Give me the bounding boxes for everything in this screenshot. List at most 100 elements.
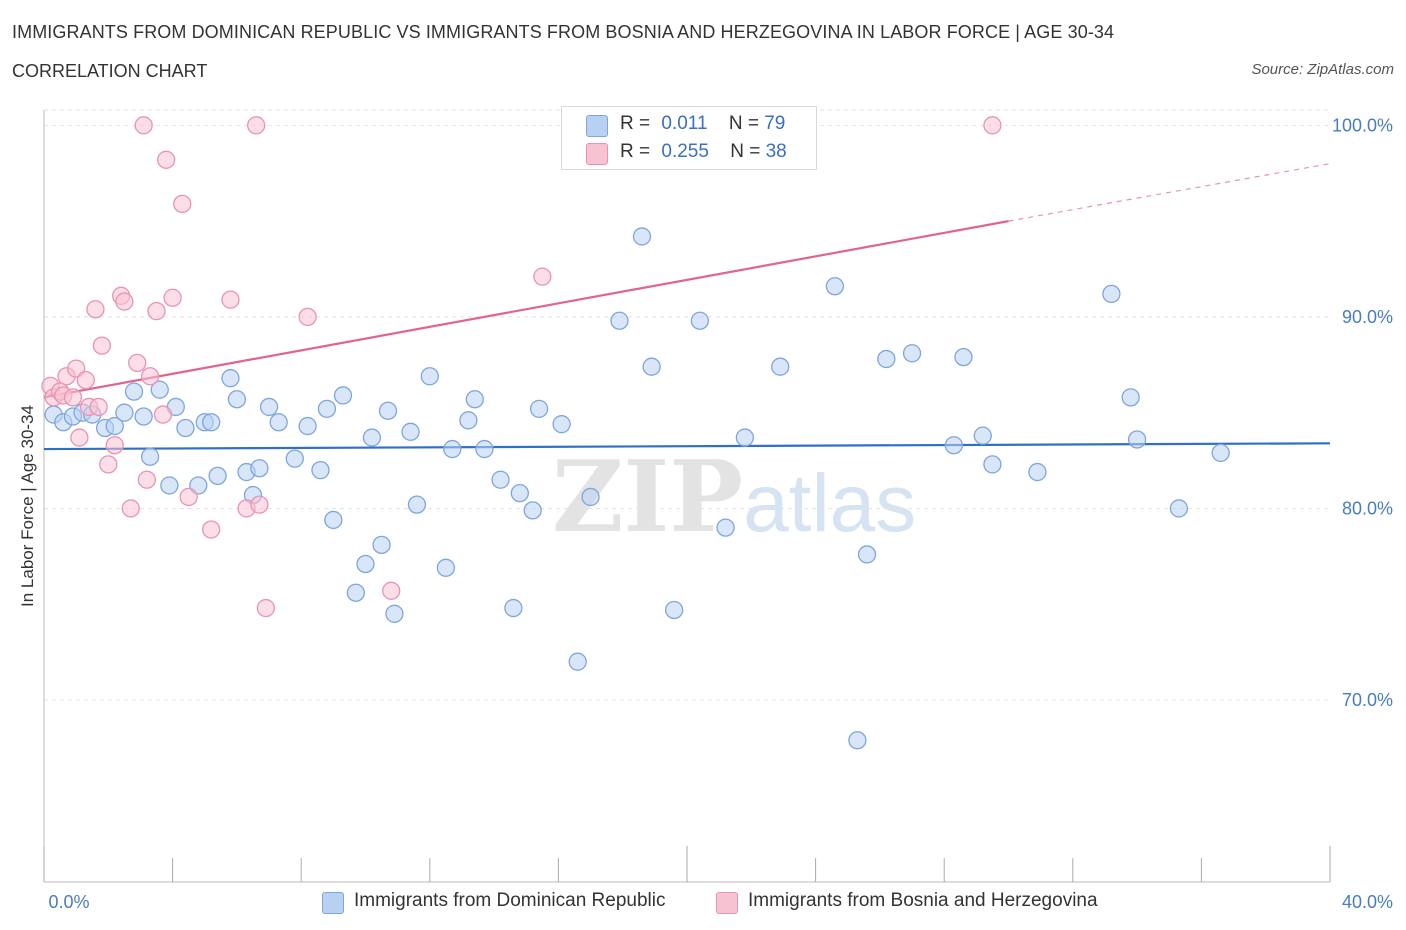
bosnia-point [140, 367, 160, 386]
axis-labels: 100.0% 90.0% 80.0% 70.0% 0.0% 40.0% In Labor F… [18, 115, 1393, 912]
dominican-point [510, 483, 529, 503]
dominican-point [465, 390, 484, 409]
legend-n-value: 79 [764, 113, 786, 134]
bosnia-point [202, 520, 221, 539]
dominican-point [378, 401, 398, 420]
dominican-point [407, 495, 427, 514]
bosnia-point [134, 116, 153, 135]
bosnia-point [250, 495, 269, 514]
dominican-point [523, 501, 542, 520]
dominican-point [771, 357, 790, 376]
bosnia-point [157, 150, 176, 169]
dominican-point [298, 416, 317, 436]
series-legend-label: Immigrants from Dominican Republic [354, 890, 666, 911]
dominican-point [1121, 388, 1140, 407]
bosnia-point [179, 487, 198, 507]
legend-swatch-pink [586, 143, 608, 165]
bosnia-point [247, 116, 266, 135]
bosnia-point [147, 301, 166, 321]
bosnia-point [76, 370, 95, 390]
dominican-point [221, 369, 240, 388]
dominican-point [269, 413, 288, 432]
legend-r-label: R = [620, 141, 651, 162]
legend-n-label: N = [730, 141, 761, 162]
bosnia-point [63, 388, 83, 407]
dominican-point [1127, 430, 1147, 449]
dominican-point [259, 397, 279, 417]
dominican-point [443, 439, 462, 459]
dominican-point [610, 311, 629, 330]
dominican-point [552, 415, 571, 434]
dominican-point [436, 558, 456, 577]
dominican-point [983, 455, 1002, 474]
dominican-point [877, 349, 896, 369]
bosnia-point [86, 300, 105, 319]
dominican-point [311, 460, 330, 480]
dominican-point [385, 604, 404, 623]
dominican-point [401, 422, 420, 441]
dominican-point [140, 447, 160, 466]
dominican-point [825, 277, 845, 296]
bosnia-point [92, 336, 112, 355]
legend-r-value: 0.011 [661, 113, 708, 134]
dominican-trend-line [43, 442, 1331, 451]
dominican-point [459, 411, 478, 430]
dominican-point [491, 470, 510, 489]
bosnia-point [128, 353, 147, 373]
dominican-point [857, 545, 877, 564]
dominican-point [356, 554, 375, 574]
series-legend-label: Immigrants from Bosnia and Herzegovina [748, 890, 1098, 911]
dominican-point [317, 399, 337, 418]
y-tick-label: 70.0% [1342, 690, 1393, 710]
dominican-point [160, 476, 179, 495]
legend-n-label: N = [728, 113, 759, 134]
dominican-point [346, 583, 366, 602]
trend-lines [43, 163, 1331, 451]
data-points [41, 116, 1230, 750]
dominican-point [973, 426, 992, 445]
y-tick-label: 90.0% [1342, 307, 1393, 327]
legend-swatch-blue [586, 115, 608, 137]
x-tick-label: 0.0% [48, 892, 89, 912]
dominican-point [362, 428, 382, 447]
dominican-point [632, 227, 652, 246]
source-label: Source: ZipAtlas.com [1251, 61, 1394, 78]
chart-subtitle: CORRELATION CHART [12, 61, 208, 81]
dominican-point [581, 487, 600, 507]
dominican-point [735, 428, 755, 447]
bosnia-trend-extension [1008, 163, 1331, 222]
bosnia-trend-line [43, 220, 1009, 399]
dominican-point [134, 407, 153, 426]
dominican-point [150, 380, 169, 399]
y-tick-label: 100.0% [1332, 115, 1393, 135]
dominican-point [1211, 443, 1230, 463]
bosnia-point [70, 428, 89, 447]
dominican-point [324, 510, 343, 530]
dominican-point [227, 390, 247, 409]
dominican-point [1028, 462, 1047, 482]
bosnia-point [137, 470, 157, 489]
dominican-point [664, 600, 684, 620]
bosnia-point [298, 307, 317, 327]
legend-r-label: R = [620, 113, 651, 134]
y-tick-label: 80.0% [1342, 498, 1393, 518]
dominican-point [420, 367, 439, 386]
bosnia-point [99, 455, 118, 474]
legend-r-value: 0.255 [661, 141, 709, 162]
bosnia-point [153, 405, 173, 424]
dominican-point [115, 403, 134, 422]
dominican-point [944, 436, 963, 455]
bosnia-point [221, 290, 240, 309]
dominican-point [954, 347, 973, 367]
dominican-point [504, 598, 523, 618]
legend-n-value: 38 [765, 141, 787, 162]
dominican-point [208, 466, 227, 486]
dominican-point [642, 357, 661, 376]
bosnia-point [533, 267, 552, 286]
dominican-point [202, 413, 221, 432]
correlation-legend: R = 0.011 N = 79 R = 0.255 N = 38 [561, 106, 817, 170]
dominican-point [475, 439, 494, 459]
series-swatch-pink [716, 892, 738, 914]
y-axis-label: In Labor Force | Age 30-34 [18, 405, 37, 607]
bosnia-point [121, 499, 140, 518]
